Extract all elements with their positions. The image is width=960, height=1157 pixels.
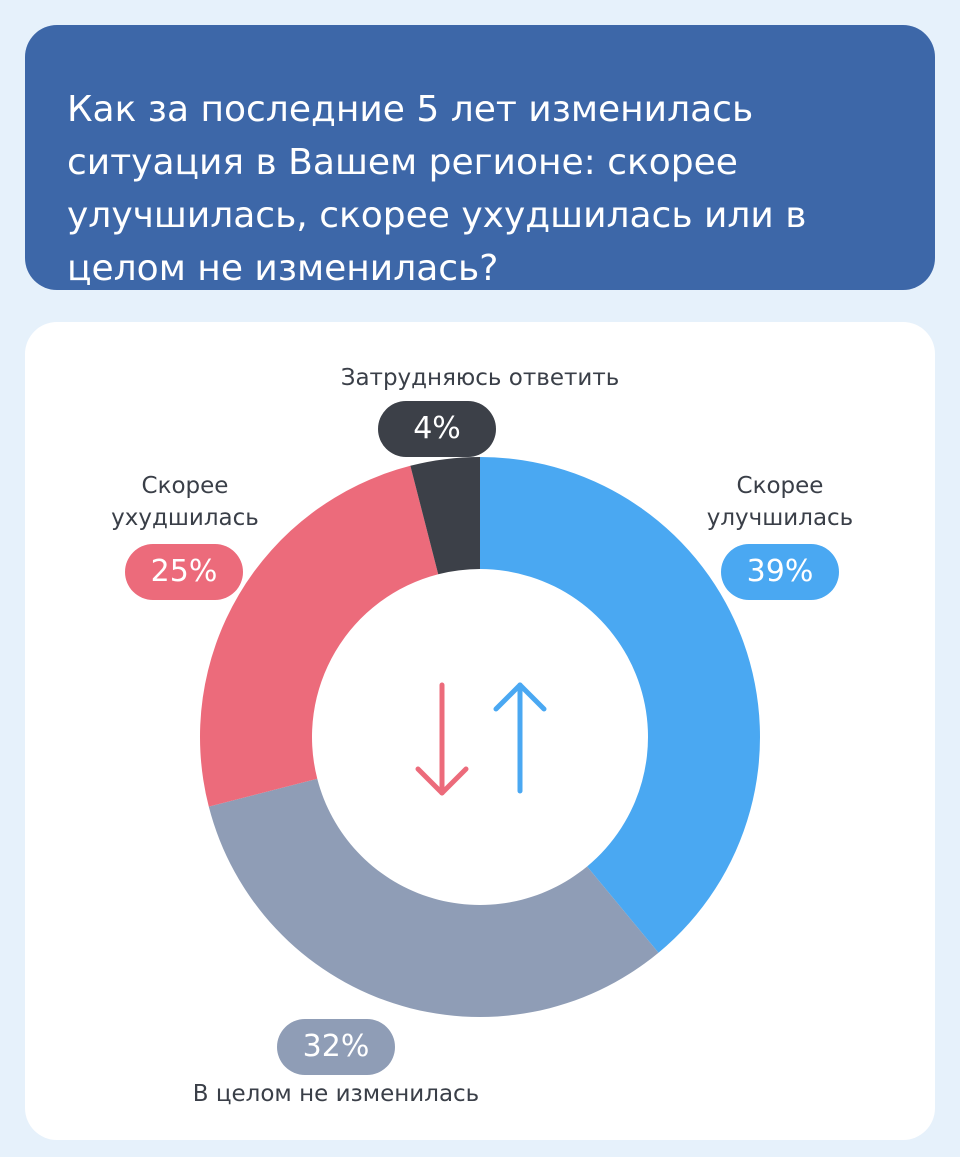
label-hard-to-say: Затрудняюсь ответить [340, 365, 620, 391]
label-worsened: Скорее ухудшилась [85, 470, 285, 534]
slice-hard-to-say [410, 457, 480, 575]
slice-improved [480, 457, 760, 953]
arrow-down-icon [415, 682, 469, 796]
label-improved-text: Скорее улучшилась [706, 473, 854, 531]
donut-chart [199, 457, 760, 1018]
pill-unchanged: 32% [277, 1019, 395, 1075]
label-improved: Скорее улучшилась [680, 470, 880, 534]
page-title: Как за последние 5 лет изменилась ситуац… [67, 89, 807, 289]
label-unchanged: В целом не изменилась [192, 1081, 480, 1107]
chart-card: Затрудняюсь ответить 4% Скорее ухудшилас… [25, 322, 935, 1140]
pill-improved: 39% [721, 544, 839, 600]
slice-worsened [199, 465, 439, 807]
pill-worsened: 25% [125, 544, 243, 600]
label-worsened-text: Скорее ухудшилась [111, 473, 259, 531]
donut-slices [199, 457, 760, 1018]
pill-hard-to-say: 4% [378, 401, 496, 457]
slice-unchanged [208, 778, 659, 1018]
header-banner: Как за последние 5 лет изменилась ситуац… [25, 25, 935, 290]
arrow-up-icon [493, 682, 547, 794]
